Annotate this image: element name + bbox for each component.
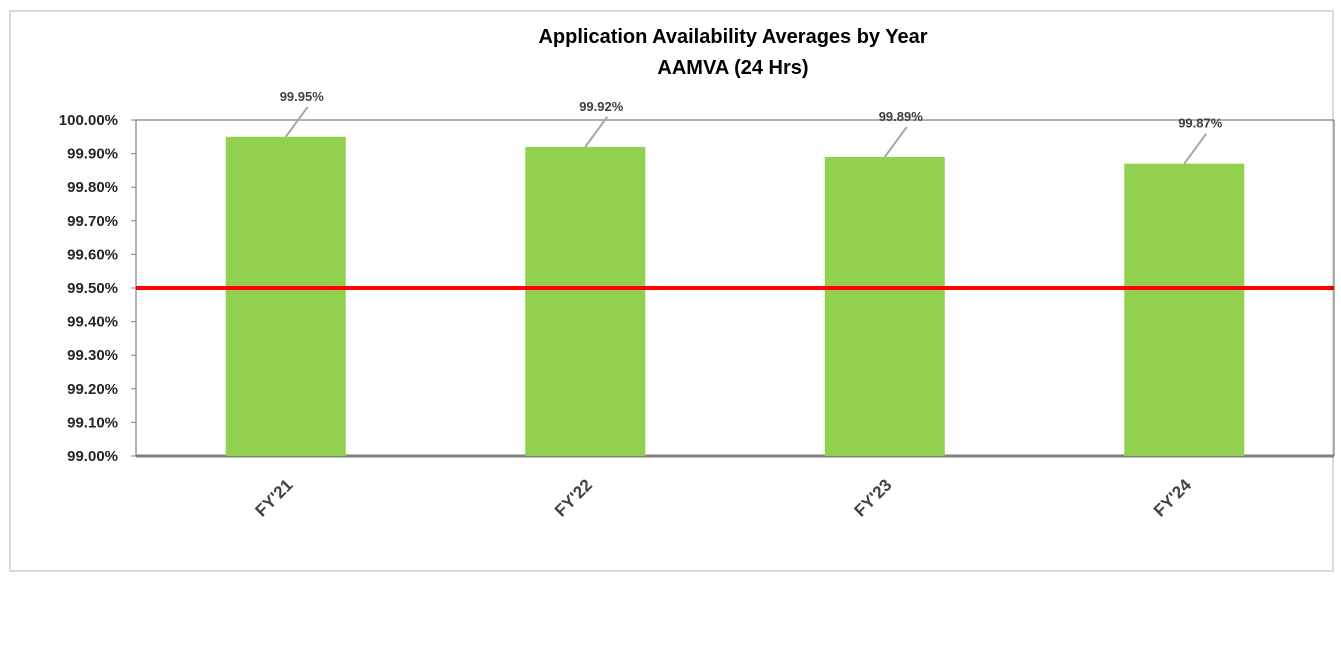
y-tick-label: 99.40% <box>67 314 118 331</box>
leader-line-2 <box>584 116 609 148</box>
leader-line-1 <box>284 106 309 138</box>
leader-line-3 <box>883 126 908 158</box>
y-tick-label: 99.00% <box>67 448 118 465</box>
chart-subtitle: AAMVA (24 Hrs) <box>657 57 808 79</box>
y-tick-label: 99.60% <box>67 246 118 263</box>
y-tick-label: 99.10% <box>67 414 118 431</box>
y-tick-label: 99.70% <box>67 213 118 230</box>
bar-3 <box>824 156 945 456</box>
bars-group <box>225 136 1245 457</box>
data-label-2: 99.92% <box>579 99 624 114</box>
x-category-label-4: FY'24 <box>1150 475 1195 520</box>
x-category-label-1: FY'21 <box>252 475 297 520</box>
y-tick-label: 99.50% <box>67 280 118 297</box>
x-category-label-2: FY'22 <box>551 475 596 520</box>
bar-4 <box>1124 163 1245 456</box>
data-label-4: 99.87% <box>1178 116 1223 131</box>
bar-1 <box>225 136 346 457</box>
leader-line-4 <box>1183 133 1208 165</box>
bar-2 <box>525 146 646 456</box>
leader-lines-group <box>284 106 1208 165</box>
data-label-3: 99.89% <box>879 109 924 124</box>
y-tick-label: 99.30% <box>67 347 118 364</box>
x-category-label-3: FY'23 <box>851 475 896 520</box>
y-tick-label: 99.80% <box>67 179 118 196</box>
data-labels-group: 99.95% 99.92% 99.89% 99.87% <box>280 89 1223 131</box>
y-axis-ticks: 99.00% 99.10% 99.20% 99.30% 99.40% 99.50% 99.6… <box>59 112 136 465</box>
y-tick-label: 99.90% <box>67 146 118 163</box>
x-axis-labels: FY'21 FY'22 FY'23 FY'24 <box>252 475 1196 520</box>
chart-title: Application Availability Averages by Yea… <box>538 26 927 48</box>
data-label-1: 99.95% <box>280 89 325 104</box>
y-tick-label: 100.00% <box>59 112 118 129</box>
y-tick-label: 99.20% <box>67 381 118 398</box>
